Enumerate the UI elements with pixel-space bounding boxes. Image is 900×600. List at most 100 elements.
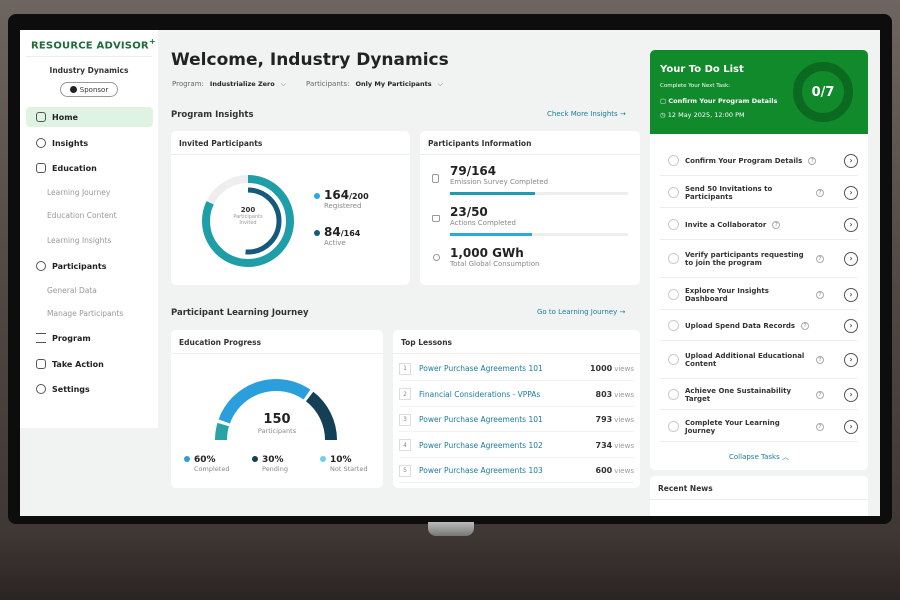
todo-title: Your To Do List	[660, 64, 744, 75]
gauge-value: 150	[263, 412, 291, 427]
education-gauge	[215, 379, 337, 441]
logo[interactable]: RESOURCE ADVISOR+	[31, 36, 156, 51]
checkbox[interactable]	[668, 389, 679, 400]
chevron-down-icon[interactable]: ⌵	[280, 80, 287, 88]
checkbox[interactable]	[668, 155, 679, 166]
lesson-title[interactable]: Power Purchase Agreements 101	[419, 415, 543, 424]
go-to-learning-journey-link[interactable]: Go to Learning Journey →	[537, 308, 625, 316]
sidebar-item-insights[interactable]: Insights	[26, 133, 153, 153]
lesson-title[interactable]: Power Purchase Agreements 102	[419, 440, 543, 450]
views-label: views	[614, 467, 634, 475]
chevron-right-icon[interactable]: ›	[844, 352, 858, 367]
lesson-title[interactable]: Financial Considerations - VPPAs	[419, 389, 541, 399]
consumption-stat: 1,000 GWh Total Global Consumption	[450, 246, 540, 268]
lesson-row[interactable]: 5 Power Purchase Agreements 103 600 views	[399, 459, 634, 483]
todo-item[interactable]: Upload Spend Data Records? ›	[660, 311, 858, 341]
help-icon[interactable]: ?	[816, 254, 824, 263]
chevron-right-icon[interactable]: ›	[844, 318, 858, 333]
sidebar-sub-learning-insights[interactable]: Learning Insights	[47, 236, 112, 245]
checkbox[interactable]	[668, 354, 679, 365]
sidebar-item-take-action[interactable]: Take Action	[26, 354, 153, 374]
stat-value: 79/164	[450, 164, 497, 178]
help-icon[interactable]: ?	[816, 355, 824, 364]
active-stat: 84/164 Active	[314, 225, 360, 247]
todo-label: Invite a Collaborator	[685, 220, 767, 229]
lesson-row[interactable]: 1 Power Purchase Agreements 101 1000 views	[399, 357, 634, 381]
lesson-title[interactable]: Power Purchase Agreements 101	[419, 364, 543, 373]
help-icon[interactable]: ?	[772, 220, 781, 229]
todo-item[interactable]: Verify participants requesting to join t…	[660, 240, 858, 278]
help-icon[interactable]: ?	[816, 290, 824, 299]
sidebar-item-education[interactable]: Education	[26, 158, 153, 178]
todo-item[interactable]: Explore Your Insights Dashboard? ›	[660, 280, 858, 310]
participants-select[interactable]: Only My Participants	[355, 80, 432, 88]
lesson-row[interactable]: 2 Financial Considerations - VPPAs 803 view…	[399, 383, 634, 407]
todo-item[interactable]: Send 50 Invitations to Participants? ›	[660, 178, 858, 208]
check-more-insights-link[interactable]: Check More Insights →	[547, 110, 626, 118]
card-title: Participants Information	[420, 131, 640, 155]
sidebar-sub-manage-participants[interactable]: Manage Participants	[47, 309, 124, 318]
sidebar-sub-general-data[interactable]: General Data	[47, 286, 97, 295]
sidebar-sub-learning-journey[interactable]: Learning Journey	[47, 188, 111, 197]
stat-value: 23/50	[450, 205, 488, 219]
checkbox[interactable]	[668, 320, 679, 331]
registered-arc	[202, 175, 294, 267]
views-count: 600	[595, 466, 613, 475]
sidebar-item-participants[interactable]: Participants	[26, 256, 153, 276]
card-title: Top Lessons	[393, 330, 640, 354]
todo-item[interactable]: Complete Your Learning Journey? ›	[660, 412, 858, 442]
nav-label: Education	[52, 163, 97, 173]
chevron-down-icon[interactable]: ⌵	[437, 80, 443, 88]
sidebar-item-home[interactable]: Home	[26, 107, 153, 127]
checkbox[interactable]	[668, 421, 679, 432]
progress-fill	[450, 233, 532, 236]
collapse-tasks-button[interactable]: Collapse Tasks ︿	[650, 452, 868, 462]
lesson-row[interactable]: 4 Power Purchase Agreements 102 734 views	[399, 434, 634, 458]
help-icon[interactable]: ?	[801, 321, 810, 330]
chevron-right-icon[interactable]: ›	[844, 185, 858, 200]
program-select[interactable]: Industrialize Zero	[209, 80, 275, 88]
help-icon[interactable]: ?	[816, 390, 824, 399]
gauge-center: 150 Participants	[237, 412, 317, 435]
next-task[interactable]: ▢ Confirm Your Program Details	[660, 97, 777, 105]
todo-label: Confirm Your Program Details	[685, 156, 803, 165]
lesson-views: 1000 views	[590, 364, 634, 373]
sidebar-sub-education-content[interactable]: Education Content	[47, 211, 117, 220]
lesson-row[interactable]: 3 Power Purchase Agreements 101 793 views	[399, 408, 634, 432]
page-title: Welcome, Industry Dynamics	[171, 50, 449, 70]
lesson-rank: 2	[399, 388, 411, 400]
help-icon[interactable]: ?	[816, 422, 824, 431]
stat-label: Total Global Consumption	[450, 260, 540, 268]
lesson-rank: 1	[399, 362, 411, 375]
checkbox[interactable]	[668, 219, 679, 230]
sidebar-item-settings[interactable]: Settings	[26, 379, 153, 399]
todo-item[interactable]: Invite a Collaborator? ›	[660, 210, 858, 240]
gauge-completed	[218, 379, 311, 424]
todo-label: Achieve One Sustainability Target	[685, 386, 792, 403]
help-icon[interactable]: ?	[816, 188, 824, 197]
legend-label: Completed	[194, 465, 230, 473]
people-icon	[36, 261, 46, 271]
todo-item[interactable]: Achieve One Sustainability Target? ›	[660, 380, 858, 410]
sidebar-item-program[interactable]: Program	[26, 328, 153, 348]
chevron-right-icon[interactable]: ›	[844, 217, 858, 232]
chevron-right-icon[interactable]: ›	[844, 251, 858, 266]
section-title: Participant Learning Journey	[171, 308, 309, 318]
help-icon[interactable]: ?	[808, 156, 817, 165]
registered-stat: 164/200 Registered	[314, 188, 369, 210]
checkbox[interactable]	[668, 253, 679, 264]
chevron-right-icon[interactable]: ›	[844, 153, 858, 168]
todo-progress-ring: 0/7	[793, 62, 853, 122]
action-icon	[36, 359, 46, 369]
todo-item[interactable]: Confirm Your Program Details? ›	[660, 146, 858, 176]
legend-pending: 30% Pending	[252, 455, 288, 473]
todo-item[interactable]: Upload Additional Educational Content? ›	[660, 341, 858, 379]
chevron-right-icon[interactable]: ›	[844, 419, 858, 434]
participants-label: Participants:	[306, 80, 350, 88]
checkbox[interactable]	[668, 187, 679, 198]
chevron-right-icon[interactable]: ›	[844, 287, 858, 302]
lesson-title[interactable]: Power Purchase Agreements 103	[419, 466, 543, 475]
legend-dot	[314, 230, 320, 236]
chevron-right-icon[interactable]: ›	[844, 387, 858, 402]
checkbox[interactable]	[668, 289, 679, 300]
